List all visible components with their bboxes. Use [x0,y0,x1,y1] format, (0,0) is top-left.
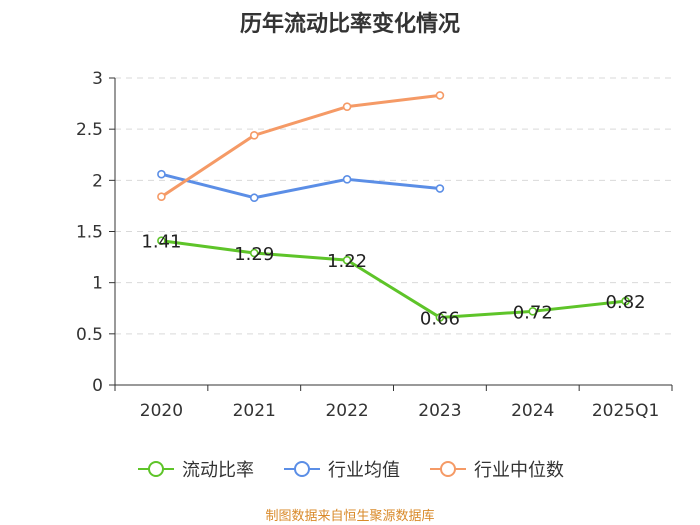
data-point[interactable] [528,307,538,316]
data-point[interactable] [157,169,166,179]
legend-marker-icon [284,461,320,477]
x-tick-label: 2025Q1 [592,401,659,421]
series-line [161,239,626,319]
legend-item-industry-median[interactable]: 行业中位数 [428,456,564,482]
y-tick-label: 1.5 [76,223,103,243]
x-tick-label: 2024 [511,401,554,421]
data-point[interactable] [157,192,166,202]
y-tick-label: 0 [92,376,103,396]
data-label: 0.72 [513,302,553,323]
x-tick-label: 2021 [233,401,276,421]
y-tick-label: 2 [92,171,103,191]
data-point[interactable] [435,313,445,322]
legend-item-current-ratio[interactable]: 流动比率 [136,456,254,482]
data-point[interactable] [342,255,352,265]
x-tick-label: 2020 [140,401,183,421]
data-point[interactable] [157,236,166,246]
legend-label: 行业均值 [328,460,400,481]
x-tick-label: 2022 [325,401,368,421]
y-tick-label: 3 [92,69,103,89]
y-tick-label: 1 [92,274,103,294]
data-label: 0.66 [420,308,460,329]
legend: 流动比率 行业均值 行业中位数 [0,454,700,484]
data-label: 1.41 [141,232,181,253]
legend-label: 流动比率 [182,460,254,481]
data-label: 1.22 [327,251,367,272]
legend-marker-icon [138,461,174,477]
legend-marker-icon [430,461,466,477]
data-point[interactable] [342,102,352,111]
data-point[interactable] [249,248,259,258]
source-note: 制图数据来自恒生聚源数据库 [265,509,435,524]
data-point[interactable] [249,193,259,203]
y-tick-label: 0.5 [76,325,103,345]
data-point[interactable] [435,184,445,193]
x-tick-label: 2023 [418,401,461,421]
legend-item-industry-mean[interactable]: 行业均值 [282,456,400,482]
data-label: 0.82 [606,292,646,313]
series-line [161,172,441,200]
data-point[interactable] [342,175,352,184]
data-point[interactable] [435,91,445,100]
data-label: 1.29 [234,244,274,265]
legend-label: 行业中位数 [474,460,564,481]
series-line [160,93,441,198]
data-point[interactable] [249,131,259,140]
chart-title: 历年流动比率变化情况 [239,12,460,37]
data-point[interactable] [621,296,630,306]
y-tick-label: 2.5 [76,120,103,140]
